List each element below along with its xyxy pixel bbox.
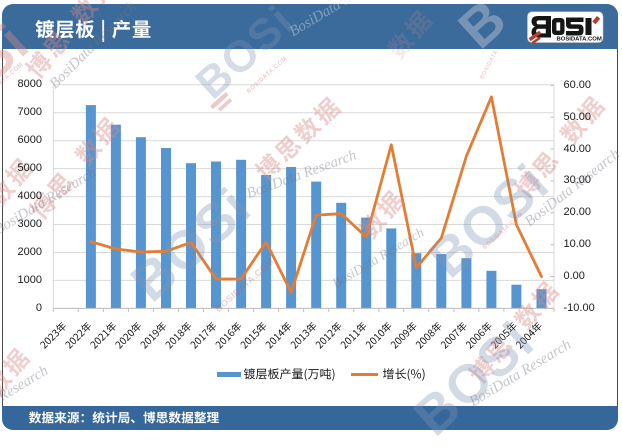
svg-text:BOSIDATA.COM: BOSIDATA.COM <box>557 37 602 43</box>
